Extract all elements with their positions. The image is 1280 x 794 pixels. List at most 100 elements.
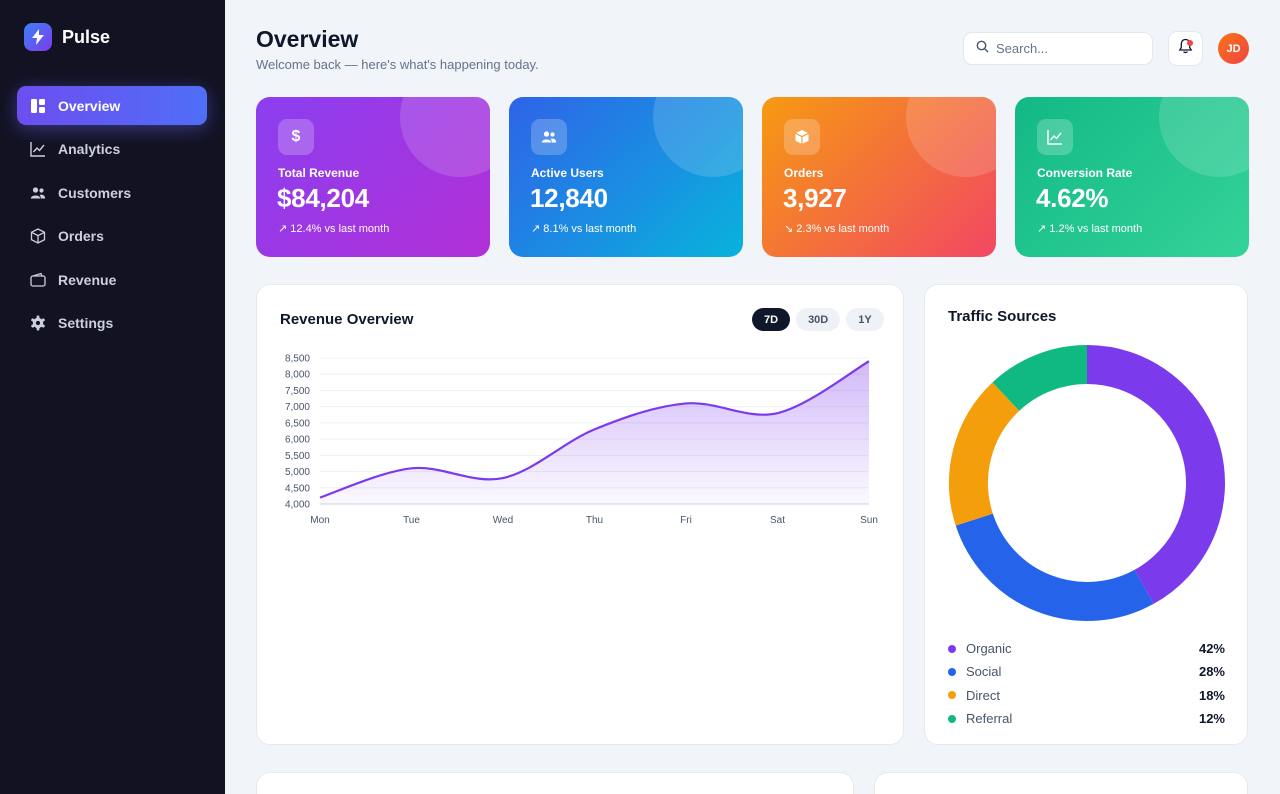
stat-change: ↗ 8.1% vs last month	[531, 223, 637, 235]
donut-slice-referral[interactable]	[992, 345, 1088, 412]
decorative-circle	[653, 97, 743, 177]
revenue-area	[320, 361, 869, 504]
revenue-overview-card: Revenue Overview 7D 30D 1Y 4,000 4,500 5,0…	[256, 284, 904, 745]
x-tick-label: Mon	[310, 515, 329, 526]
legend-value: 18%	[1198, 687, 1225, 703]
legend-value: 42%	[1198, 641, 1225, 657]
sidebar-item-analytics[interactable]: Analytics	[17, 130, 207, 169]
revenue-chart: 4,000 4,500 5,000 5,500 6,000 6,500 7,000 7,500…	[285, 354, 878, 527]
legend-value: 12%	[1198, 711, 1225, 727]
wallet-icon	[29, 271, 46, 288]
legend-name: Social	[966, 664, 1002, 680]
y-tick-label: 5,500	[285, 451, 310, 462]
y-tick-label: 8,000	[285, 370, 310, 381]
grid-icon	[29, 97, 46, 114]
stat-card-total-revenue[interactable]: $ Total Revenue $84,204 ↗ 12.4% vs last …	[256, 97, 490, 257]
y-tick-label: 8,500	[285, 354, 310, 365]
users-icon	[531, 119, 567, 155]
donut-slice-direct[interactable]	[949, 382, 1020, 526]
brand-name: Pulse	[62, 26, 111, 47]
tab-1y[interactable]: 1Y	[846, 308, 884, 331]
sidebar-item-label: Revenue	[58, 271, 117, 288]
stat-value: $84,204	[277, 183, 369, 213]
search-icon	[976, 40, 989, 58]
users-icon	[29, 184, 46, 201]
legend-name: Organic	[966, 641, 1012, 657]
stat-value: 4.62%	[1036, 183, 1109, 213]
box-icon	[29, 228, 46, 245]
x-tick-label: Sat	[770, 515, 785, 526]
y-tick-label: 6,000	[285, 435, 310, 446]
sidebar: Pulse Overview Analytics Customers Order…	[0, 0, 225, 794]
sidebar-item-orders[interactable]: Orders	[17, 217, 207, 256]
stat-value: 12,840	[530, 183, 608, 213]
stat-change: ↗ 1.2% vs last month	[1037, 223, 1143, 235]
lightning-icon	[24, 23, 52, 51]
legend-dot	[948, 714, 956, 723]
bottom-card-left	[256, 772, 854, 794]
dollar-icon: $	[278, 119, 314, 155]
sidebar-item-customers[interactable]: Customers	[17, 173, 207, 212]
brand[interactable]: Pulse	[24, 23, 110, 51]
stat-label: Orders	[784, 166, 824, 180]
stat-label: Active Users	[531, 166, 604, 180]
notification-dot	[1187, 40, 1193, 46]
search-box[interactable]	[963, 32, 1153, 65]
avatar[interactable]: JD	[1218, 33, 1249, 64]
sidebar-item-revenue[interactable]: Revenue	[17, 260, 207, 299]
legend-value: 28%	[1198, 664, 1225, 680]
sidebar-item-label: Customers	[58, 184, 132, 201]
stat-value: 3,927	[783, 183, 847, 213]
stat-change: ↘ 2.3% vs last month	[784, 223, 890, 235]
sidebar-item-label: Orders	[58, 228, 104, 244]
decorative-circle	[906, 97, 996, 177]
stat-label: Total Revenue	[278, 166, 360, 180]
x-tick-label: Sun	[860, 515, 878, 526]
sidebar-item-overview[interactable]: Overview	[17, 86, 207, 125]
legend-name: Direct	[966, 687, 1000, 703]
sidebar-item-label: Analytics	[58, 141, 121, 157]
chart-line-icon	[1037, 119, 1073, 155]
bottom-card-right	[874, 772, 1248, 794]
stat-label: Conversion Rate	[1037, 166, 1133, 180]
traffic-sources-card: Traffic Sources Organic 42% Social 28% D…	[924, 284, 1248, 745]
donut-slice-organic[interactable]	[1086, 345, 1225, 604]
stat-card-active-users[interactable]: Active Users 12,840 ↗ 8.1% vs last month	[509, 97, 743, 257]
legend-name: Referral	[966, 711, 1013, 727]
sidebar-item-label: Settings	[58, 315, 114, 331]
legend-item-organic: Organic 42%	[948, 637, 1225, 660]
search-input[interactable]	[996, 41, 1136, 56]
x-tick-label: Fri	[680, 515, 692, 526]
sidebar-item-settings[interactable]: Settings	[17, 304, 207, 343]
traffic-donut-chart	[949, 345, 1225, 621]
legend-item-direct: Direct 18%	[948, 684, 1225, 707]
card-title: Revenue Overview	[280, 311, 414, 328]
legend-dot	[948, 644, 956, 653]
x-tick-label: Tue	[403, 515, 420, 526]
stat-card-orders[interactable]: Orders 3,927 ↘ 2.3% vs last month	[762, 97, 996, 257]
y-tick-label: 5,000	[285, 467, 310, 478]
y-tick-label: 4,500	[285, 483, 310, 494]
page-subtitle: Welcome back — here's what's happening t…	[256, 57, 539, 72]
y-tick-label: 6,500	[285, 418, 310, 429]
legend-item-social: Social 28%	[948, 660, 1225, 683]
y-tick-label: 4,000	[285, 500, 310, 511]
box-icon	[784, 119, 820, 155]
legend-item-referral: Referral 12%	[948, 707, 1225, 730]
gear-icon	[29, 315, 46, 332]
x-tick-label: Wed	[493, 515, 513, 526]
sidebar-nav: Overview Analytics Customers Orders Reve…	[17, 86, 207, 347]
y-tick-label: 7,500	[285, 386, 310, 397]
card-title: Traffic Sources	[948, 308, 1057, 325]
tab-7d[interactable]: 7D	[752, 308, 791, 331]
stat-card-conversion-rate[interactable]: Conversion Rate 4.62% ↗ 1.2% vs last mon…	[1015, 97, 1249, 257]
legend-dot	[948, 691, 956, 700]
chart-line-icon	[29, 141, 46, 158]
y-tick-label: 7,000	[285, 402, 310, 413]
legend-dot	[948, 667, 956, 676]
donut-slice-social[interactable]	[955, 513, 1154, 621]
decorative-circle	[1159, 97, 1249, 177]
notifications-button[interactable]	[1168, 31, 1203, 66]
page-title: Overview	[256, 26, 359, 52]
tab-30d[interactable]: 30D	[796, 308, 841, 331]
